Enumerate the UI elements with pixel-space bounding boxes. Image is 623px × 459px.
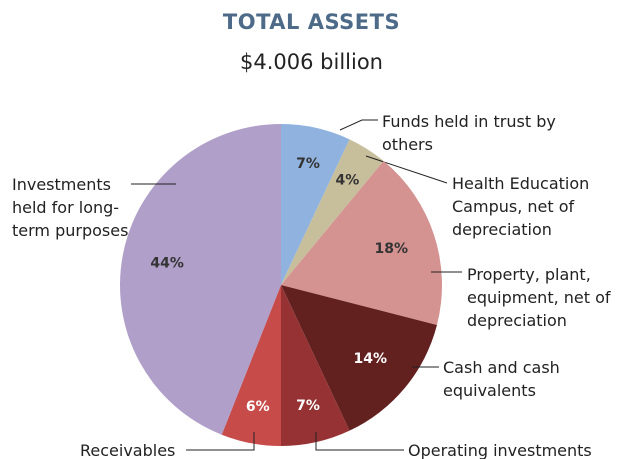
slice-label: Funds held in trust by others xyxy=(382,112,556,154)
pie-slice xyxy=(281,285,350,446)
pie-slice xyxy=(281,285,437,431)
chart-title: TOTAL ASSETS xyxy=(222,10,401,34)
slice-label: Property, plant, equipment, net of depre… xyxy=(467,265,611,330)
value-label: 14% xyxy=(354,351,388,367)
value-label: 7% xyxy=(296,398,320,414)
pie-slice xyxy=(281,124,350,285)
pie-slice xyxy=(120,124,281,435)
value-label: 7% xyxy=(296,156,320,172)
slice-label: Investments held for long-term purposes xyxy=(12,175,129,240)
leader-line xyxy=(186,432,255,451)
pie-slice xyxy=(281,160,442,326)
slice-label: Health Education Campus, net of deprecia… xyxy=(452,174,590,239)
value-label: 18% xyxy=(374,241,408,257)
pie-slice xyxy=(221,285,281,446)
value-label: 44% xyxy=(150,255,184,271)
leader-line xyxy=(365,155,448,184)
leader-line xyxy=(339,119,378,131)
value-label: 4% xyxy=(336,172,360,188)
value-label: 6% xyxy=(246,399,270,415)
slice-label: Receivables xyxy=(80,441,176,459)
slice-label: Cash and cash equivalents xyxy=(443,358,560,400)
pie-slice xyxy=(281,139,384,285)
slice-label: Operating investments xyxy=(408,441,592,459)
chart-subtitle: $4.006 billion xyxy=(240,50,383,74)
leader-line xyxy=(315,432,404,451)
